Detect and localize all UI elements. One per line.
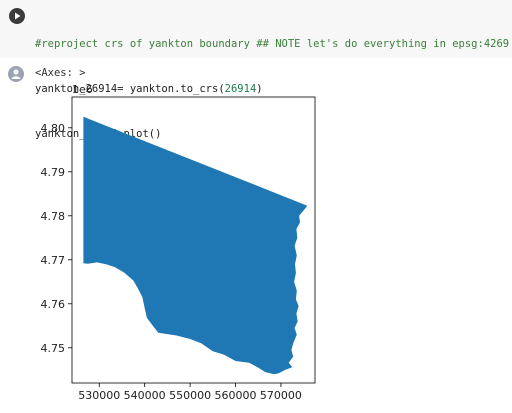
code-number: 26914 bbox=[224, 83, 257, 95]
output-icon-glyph bbox=[11, 69, 21, 79]
play-icon bbox=[15, 12, 21, 20]
x-tick-label: 540000 bbox=[124, 389, 166, 402]
y-tick-label: 4.75 bbox=[41, 342, 66, 355]
run-cell-button[interactable] bbox=[9, 8, 25, 24]
code-line-1: #reproject crs of yankton boundary ## NO… bbox=[35, 37, 512, 52]
yankton-boundary-polygon bbox=[83, 116, 308, 375]
axes-repr-text: <Axes: > bbox=[35, 67, 86, 79]
code-text: ) bbox=[256, 83, 263, 95]
y-tick-label: 4.79 bbox=[41, 166, 66, 179]
y-tick-label: 4.77 bbox=[41, 254, 66, 267]
code-comment: #reproject crs of yankton boundary ## NO… bbox=[35, 38, 512, 50]
x-axis: 530000 540000 550000 560000 570000 bbox=[78, 383, 302, 402]
code-editor[interactable]: #reproject crs of yankton boundary ## NO… bbox=[35, 7, 512, 172]
y-offset-label: 1e6 bbox=[72, 83, 93, 96]
code-text: yankton_26914= yankton.to_crs( bbox=[35, 83, 225, 95]
x-tick-label: 530000 bbox=[78, 389, 120, 402]
y-tick-label: 4.76 bbox=[41, 298, 66, 311]
code-line-2: yankton_26914= yankton.to_crs(26914) bbox=[35, 82, 512, 97]
output-icon[interactable] bbox=[8, 66, 24, 82]
x-tick-label: 570000 bbox=[260, 389, 302, 402]
code-cell[interactable]: #reproject crs of yankton boundary ## NO… bbox=[0, 0, 512, 140]
axes-frame bbox=[71, 96, 316, 384]
cell-output: <Axes: > bbox=[0, 58, 512, 413]
x-tick-label: 550000 bbox=[169, 389, 211, 402]
y-axis: 4.75 4.76 4.77 4.78 4.79 4.80 bbox=[41, 122, 72, 355]
x-tick-label: 560000 bbox=[215, 389, 257, 402]
y-tick-label: 4.80 bbox=[41, 122, 66, 135]
y-tick-label: 4.78 bbox=[41, 210, 66, 223]
